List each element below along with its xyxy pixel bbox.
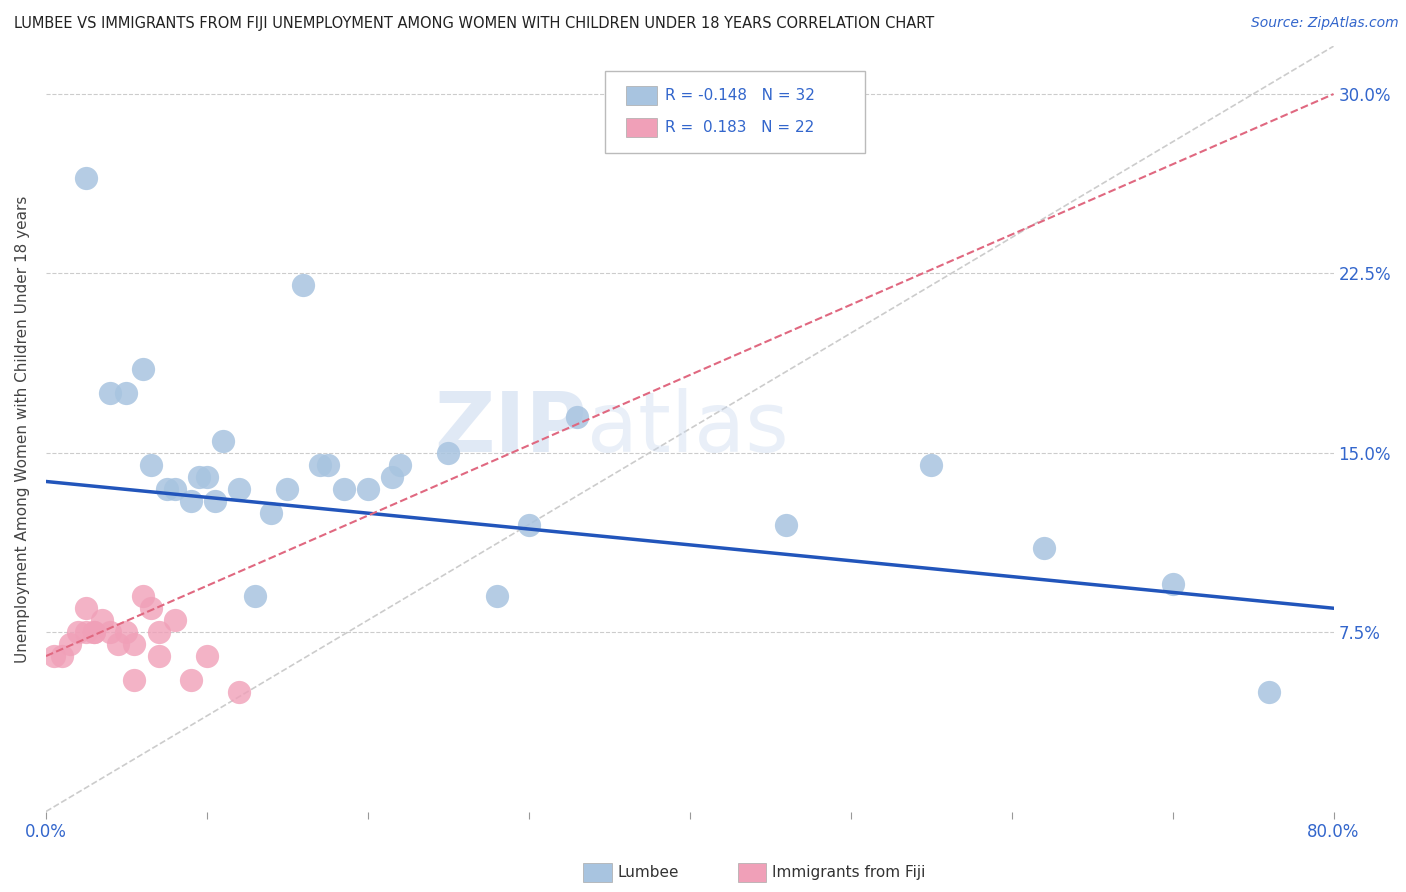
Point: [131, 362, 153, 376]
Point: [131, 589, 153, 603]
Point: [67, 625, 90, 640]
Point: [180, 673, 202, 687]
Text: Immigrants from Fiji: Immigrants from Fiji: [772, 865, 925, 880]
Point: [389, 458, 412, 472]
Text: R = -0.148   N = 32: R = -0.148 N = 32: [665, 88, 815, 103]
Text: LUMBEE VS IMMIGRANTS FROM FIJI UNEMPLOYMENT AMONG WOMEN WITH CHILDREN UNDER 18 Y: LUMBEE VS IMMIGRANTS FROM FIJI UNEMPLOYM…: [14, 16, 935, 31]
Point: [485, 589, 508, 603]
Point: [156, 482, 179, 496]
Point: [1032, 541, 1054, 556]
Point: [98, 625, 121, 640]
Point: [195, 469, 218, 483]
Point: [195, 648, 218, 663]
Y-axis label: Unemployment Among Women with Children Under 18 years: Unemployment Among Women with Children U…: [15, 195, 30, 663]
Point: [42, 648, 65, 663]
Point: [75, 601, 97, 615]
Point: [187, 469, 209, 483]
Point: [124, 673, 146, 687]
Point: [75, 625, 97, 640]
Point: [98, 386, 121, 401]
Point: [228, 482, 250, 496]
Point: [1161, 577, 1184, 591]
Point: [292, 278, 315, 293]
Point: [775, 517, 797, 532]
Point: [1258, 685, 1281, 699]
Text: Lumbee: Lumbee: [617, 865, 679, 880]
Text: ZIP: ZIP: [434, 388, 586, 469]
Point: [316, 458, 339, 472]
Point: [115, 625, 138, 640]
Point: [381, 469, 404, 483]
Point: [163, 613, 186, 627]
Point: [180, 493, 202, 508]
Point: [91, 613, 114, 627]
Point: [148, 625, 170, 640]
Point: [124, 637, 146, 651]
Text: Source: ZipAtlas.com: Source: ZipAtlas.com: [1251, 16, 1399, 30]
Point: [332, 482, 354, 496]
Point: [148, 648, 170, 663]
Point: [245, 589, 267, 603]
Point: [212, 434, 235, 448]
Point: [260, 506, 283, 520]
Text: R =  0.183   N = 22: R = 0.183 N = 22: [665, 120, 814, 135]
Point: [75, 170, 97, 185]
Point: [276, 482, 298, 496]
Point: [83, 625, 105, 640]
Point: [83, 625, 105, 640]
Point: [228, 685, 250, 699]
Point: [115, 386, 138, 401]
Point: [139, 458, 162, 472]
Point: [565, 409, 588, 424]
Point: [517, 517, 540, 532]
Point: [139, 601, 162, 615]
Point: [107, 637, 129, 651]
Text: atlas: atlas: [586, 388, 789, 469]
Point: [163, 482, 186, 496]
Point: [357, 482, 380, 496]
Point: [51, 648, 73, 663]
Point: [204, 493, 226, 508]
Point: [437, 446, 460, 460]
Point: [920, 458, 942, 472]
Point: [59, 637, 82, 651]
Point: [308, 458, 330, 472]
